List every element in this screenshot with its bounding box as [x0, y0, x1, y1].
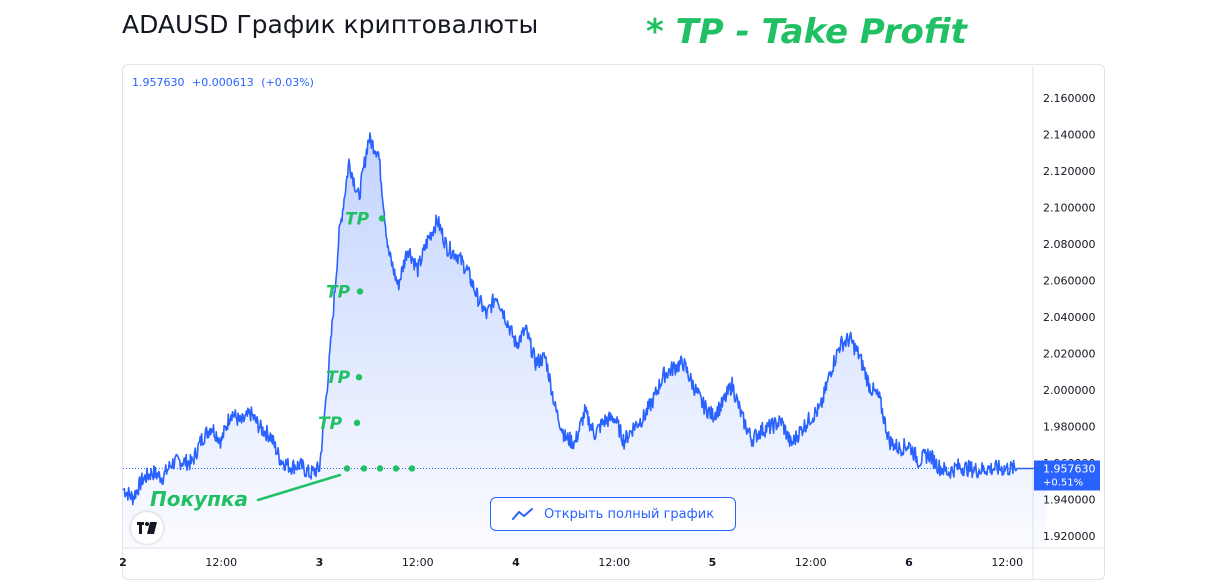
y-tick-label: 2.140000	[1043, 129, 1096, 142]
chart-widget[interactable]	[122, 64, 1105, 580]
chart-line-icon	[511, 508, 533, 520]
x-tick-label: 4	[512, 556, 520, 569]
tp-dot	[378, 215, 386, 222]
x-tick-label: 12:00	[205, 556, 237, 569]
buy-dot	[360, 465, 368, 472]
tp-dot	[356, 288, 364, 295]
tradingview-logo[interactable]	[131, 512, 163, 544]
page-title: ADAUSD График криптовалюты	[122, 10, 539, 39]
tradingview-logo-icon	[137, 522, 157, 534]
x-tick-label: 12:00	[795, 556, 827, 569]
tp-label: TP	[326, 368, 351, 388]
buy-label: Покупка	[150, 487, 248, 511]
buy-dot	[343, 465, 351, 472]
x-tick-label: 3	[316, 556, 324, 569]
open-full-chart-label: Открыть полный график	[543, 506, 715, 522]
tp-note: * TP - Take Profit	[646, 12, 967, 52]
y-tick-label: 2.040000	[1043, 311, 1096, 324]
y-tick-label: 2.100000	[1043, 202, 1096, 215]
quote-change: +0.000613	[192, 76, 254, 89]
last-price-change: +0.51%	[1043, 477, 1083, 488]
quote-bar: 1.957630 +0.000613 (+0.03%)	[132, 76, 318, 89]
tp-dot	[353, 419, 361, 427]
tp-label: TP	[326, 282, 351, 302]
y-tick-label: 1.980000	[1043, 421, 1096, 434]
price-area	[123, 132, 1047, 548]
x-tick-label: 2	[119, 556, 127, 569]
y-tick-label: 2.000000	[1043, 384, 1096, 397]
y-tick-label: 2.120000	[1043, 165, 1096, 178]
buy-dot	[376, 465, 384, 472]
last-price-value: 1.957630	[1043, 462, 1096, 475]
buy-dot	[392, 465, 400, 472]
x-tick-label: 6	[905, 556, 913, 569]
tp-label: TP	[345, 209, 370, 229]
tp-label: TP	[318, 414, 343, 434]
last-price-label-bg	[1034, 460, 1100, 491]
buy-arrow	[256, 473, 342, 502]
y-tick-label: 2.020000	[1043, 348, 1096, 361]
quote-price: 1.957630	[132, 76, 185, 89]
quote-change-pct: (+0.03%)	[261, 76, 314, 89]
buy-dot	[408, 465, 416, 472]
y-tick-label: 2.080000	[1043, 238, 1096, 251]
tp-dot	[355, 374, 363, 381]
x-tick-label: 12:00	[402, 556, 434, 569]
x-tick-label: 5	[709, 556, 717, 569]
x-tick-label: 12:00	[598, 556, 630, 569]
price-line	[122, 132, 1047, 506]
y-tick-label: 2.160000	[1043, 92, 1096, 105]
y-tick-label: 2.060000	[1043, 275, 1096, 288]
y-tick-label: 1.920000	[1043, 530, 1096, 543]
x-tick-label: 12:00	[991, 556, 1023, 569]
open-full-chart-button[interactable]: Открыть полный график	[490, 497, 736, 531]
y-tick-label: 1.940000	[1043, 494, 1096, 507]
